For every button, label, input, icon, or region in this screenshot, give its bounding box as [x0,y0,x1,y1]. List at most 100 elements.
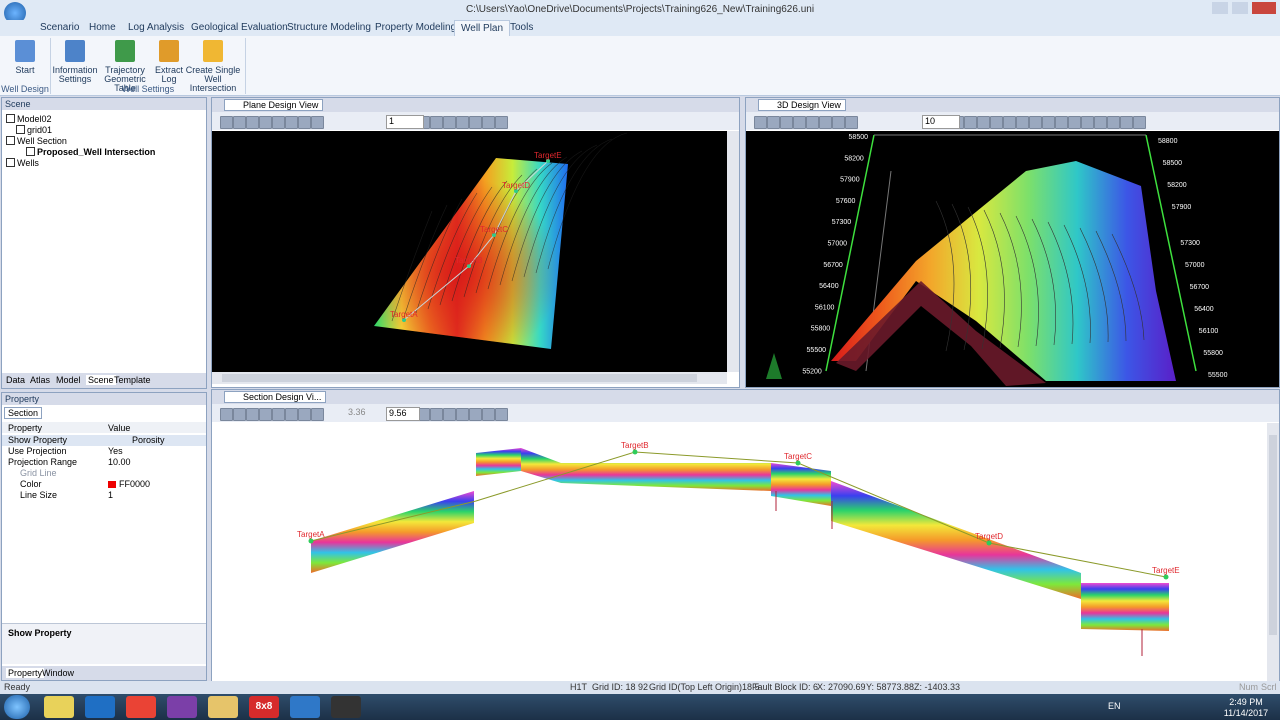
app-logo[interactable] [4,2,26,24]
tree-label[interactable]: Model02 [17,114,52,124]
ribbon-tab[interactable]: Well Plan [454,20,511,37]
tool-button[interactable] [259,408,272,421]
tool-button[interactable] [469,116,482,129]
property-value[interactable]: Porosity [132,435,165,445]
ribbon-tab[interactable]: Geological Evaluation [191,22,288,33]
language[interactable]: EN [1108,701,1121,711]
tool-button[interactable] [298,116,311,129]
panel-tab[interactable]: Property [6,668,45,678]
tool-button[interactable] [1081,116,1094,129]
tool-button[interactable] [495,408,508,421]
taskbar-app[interactable] [208,696,238,718]
tool-button[interactable] [456,116,469,129]
checkbox[interactable] [6,158,15,167]
panel-tab[interactable]: Model [56,375,81,385]
tool-button[interactable] [793,116,806,129]
panel-tab[interactable]: Data [6,375,26,385]
property-value[interactable]: 10.00 [108,457,131,467]
tool-button[interactable] [1120,116,1133,129]
tool-button[interactable] [469,408,482,421]
property-value[interactable]: 1 [108,490,114,500]
tool-button[interactable] [298,408,311,421]
tree-label[interactable]: grid01 [27,125,53,135]
tool-button[interactable] [767,116,780,129]
property-name[interactable]: Show Property [8,435,68,445]
tool-button[interactable] [1068,116,1081,129]
tool-button[interactable] [964,116,977,129]
tool-button[interactable] [311,408,324,421]
tool-button[interactable] [1042,116,1055,129]
tool-button[interactable] [495,116,508,129]
tool-button[interactable] [259,116,272,129]
tool-button[interactable] [285,116,298,129]
tool-button[interactable] [977,116,990,129]
property-group[interactable]: Grid Line [20,468,57,478]
property-name[interactable]: Color [20,479,42,489]
tool-button[interactable] [832,116,845,129]
property-name[interactable]: Line Size [20,490,58,500]
tool-button[interactable] [845,116,858,129]
taskbar-app[interactable] [85,696,115,718]
tree-label[interactable]: Well Section [17,136,67,146]
panel-tab[interactable]: Atlas [30,375,51,385]
taskbar-app[interactable] [331,696,361,718]
zoom-field[interactable]: 3.36 [348,407,366,417]
property-value[interactable]: FF0000 [119,479,151,489]
tool-button[interactable] [1029,116,1042,129]
property-name[interactable]: Use Projection [8,446,67,456]
tool-button[interactable] [246,116,259,129]
tree-label[interactable]: Proposed_Well Intersection [37,147,156,157]
tool-button[interactable] [233,408,246,421]
checkbox[interactable] [6,136,15,145]
tree-item[interactable]: Proposed_Well Intersection [26,147,155,158]
tool-button[interactable] [819,116,832,129]
panel-tab[interactable]: Scene [86,375,116,385]
tool-button[interactable] [1107,116,1120,129]
tool-button[interactable] [1003,116,1016,129]
panel-tab[interactable]: Section [4,407,43,419]
ribbon-button[interactable]: Create Single Well Intersection [185,65,241,93]
taskbar-app[interactable] [126,696,156,718]
tool-button[interactable] [1016,116,1029,129]
tool-button[interactable] [780,116,793,129]
ribbon-icon[interactable] [203,40,223,62]
panel-tab[interactable]: Window [42,668,75,678]
tool-button[interactable] [430,408,443,421]
taskbar-app[interactable] [290,696,320,718]
view-tab[interactable]: Section Design Vi... [224,391,327,403]
taskbar-app[interactable] [44,696,74,718]
tool-button[interactable] [443,408,456,421]
checkbox[interactable] [16,125,25,134]
property-name[interactable]: Projection Range [8,457,78,467]
start-button[interactable] [4,695,30,719]
zoom-field[interactable]: 9.56 [386,407,420,421]
taskbar-app[interactable] [167,696,197,718]
ribbon-tab[interactable]: Log Analysis [128,22,185,33]
tool-button[interactable] [430,116,443,129]
clock-date[interactable]: 11/14/2017 [1223,708,1269,718]
ribbon-tab[interactable]: Property Modeling [375,22,457,33]
tool-button[interactable] [311,116,324,129]
tree-item[interactable]: Wells [6,158,39,169]
tool-button[interactable] [482,116,495,129]
clock-time[interactable]: 2:49 PM [1229,697,1263,707]
ribbon-button[interactable]: Information Settings [52,65,98,84]
tree-label[interactable]: Wells [17,158,39,168]
tool-button[interactable] [233,116,246,129]
ribbon-button[interactable]: Start [15,65,35,75]
zoom-field[interactable]: 1 [386,115,424,129]
tree-item[interactable]: Well Section [6,136,67,147]
ribbon-icon[interactable] [115,40,135,62]
tool-button[interactable] [1055,116,1068,129]
ribbon-icon[interactable] [15,40,35,62]
tool-button[interactable] [272,408,285,421]
ribbon-button[interactable]: Extract Log [154,65,183,84]
minimize-button[interactable] [1212,2,1228,14]
maximize-button[interactable] [1232,2,1248,14]
tool-button[interactable] [246,408,259,421]
ribbon-tab[interactable]: Scenario [40,22,80,33]
zoom-field[interactable]: 10 [922,115,960,129]
tree-item[interactable]: grid01 [16,125,52,136]
tool-button[interactable] [456,408,469,421]
tool-button[interactable] [285,408,298,421]
